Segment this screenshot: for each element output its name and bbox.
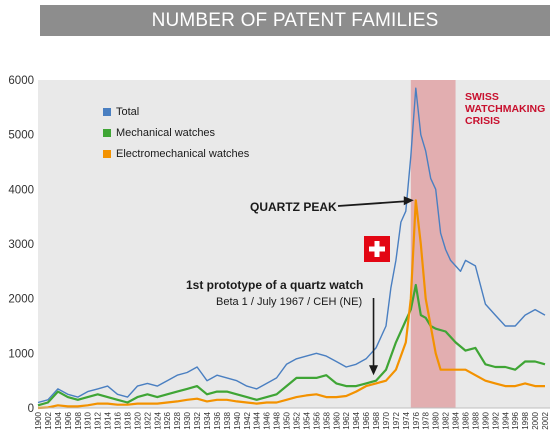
y-tick-label: 3000 [8, 239, 34, 251]
quartz-peak-arrow [337, 200, 406, 207]
x-tick-label: 1976 [412, 411, 421, 429]
swiss-crisis-region [410, 80, 456, 408]
x-tick-label: 1954 [302, 411, 311, 429]
x-tick-label: 1960 [332, 411, 341, 429]
chart-title: NUMBER OF PATENT FAMILIES [40, 5, 550, 36]
x-tick-label: 1974 [402, 411, 411, 429]
x-tick-label: 1916 [114, 411, 123, 429]
y-tick-label: 0 [28, 403, 34, 415]
y-tick-label: 6000 [8, 75, 34, 87]
swiss-flag-icon [364, 236, 390, 262]
x-tick-label: 1992 [491, 411, 500, 429]
x-tick-label: 1948 [273, 411, 282, 429]
legend-swatch [103, 150, 111, 158]
quartz-peak-arrowhead [403, 196, 414, 206]
crisis-label-line: SWISS [465, 91, 499, 103]
x-tick-label: 1988 [471, 411, 480, 429]
x-tick-label: 1930 [183, 411, 192, 429]
x-tick-label: 1968 [372, 411, 381, 429]
y-tick-label: 2000 [8, 294, 34, 306]
x-tick-label: 1964 [352, 411, 361, 429]
y-tick-label: 4000 [8, 184, 34, 196]
x-tick-label: 1924 [153, 411, 162, 429]
legend: Total Mechanical watches Electromechanical… [103, 106, 250, 160]
x-tick-label: 1926 [163, 411, 172, 429]
legend-swatch [103, 108, 111, 116]
prototype-arrowhead [369, 365, 379, 376]
y-axis-ticks: 0 1000 2000 3000 4000 5000 6000 [8, 75, 34, 415]
x-tick-label: 1902 [44, 411, 53, 429]
x-tick-label: 1918 [124, 411, 133, 429]
x-tick-label: 1982 [442, 411, 451, 429]
x-tick-label: 1942 [243, 411, 252, 429]
legend-label: Mechanical watches [116, 127, 216, 139]
crisis-label-line: CRISIS [465, 115, 500, 127]
x-tick-label: 1990 [481, 411, 490, 429]
x-tick-label: 1970 [382, 411, 391, 429]
x-tick-label: 1940 [233, 411, 242, 429]
x-tick-label: 1972 [392, 411, 401, 429]
x-tick-label: 1932 [193, 411, 202, 429]
x-tick-label: 1956 [312, 411, 321, 429]
legend-swatch [103, 129, 111, 137]
x-tick-label: 1908 [74, 411, 83, 429]
series-line-mechanical-watches [37, 283, 546, 407]
y-tick-label: 5000 [8, 130, 34, 142]
x-tick-label: 1944 [253, 411, 262, 429]
x-tick-label: 1934 [203, 411, 212, 429]
x-tick-label: 1994 [501, 411, 510, 429]
x-axis-ticks: 1900 1902 1904 1906 1908 1910 1912 1914 1916 1918… [34, 411, 550, 429]
quartz-peak-label: QUARTZ PEAK [250, 200, 337, 214]
x-tick-label: 1920 [133, 411, 142, 429]
x-tick-label: 1912 [94, 411, 103, 429]
crisis-label-line: WATCHMAKING [465, 103, 545, 115]
prototype-subtitle: Beta 1 / July 1967 / CEH (NE) [216, 296, 362, 308]
x-tick-label: 1984 [452, 411, 461, 429]
x-tick-label: 1910 [84, 411, 93, 429]
series-layer [37, 87, 546, 410]
x-tick-label: 1904 [54, 411, 63, 429]
x-tick-label: 1906 [64, 411, 73, 429]
x-tick-label: 1928 [173, 411, 182, 429]
x-tick-label: 1962 [342, 411, 351, 429]
x-tick-label: 1986 [462, 411, 471, 429]
x-tick-label: 1980 [432, 411, 441, 429]
x-tick-label: 1938 [223, 411, 232, 429]
x-tick-label: 1978 [422, 411, 431, 429]
x-tick-label: 1914 [104, 411, 113, 429]
x-tick-label: 1966 [362, 411, 371, 429]
legend-label: Total [116, 106, 139, 118]
x-tick-label: 2000 [531, 411, 540, 429]
x-tick-label: 1996 [511, 411, 520, 429]
x-tick-label: 1958 [322, 411, 331, 429]
x-tick-label: 1922 [143, 411, 152, 429]
x-tick-label: 1952 [293, 411, 302, 429]
x-tick-label: 1950 [283, 411, 292, 429]
series-line-total [37, 87, 546, 404]
y-tick-label: 1000 [8, 348, 34, 360]
legend-label: Electromechanical watches [116, 148, 250, 160]
prototype-title: 1st prototype of a quartz watch [186, 278, 363, 292]
x-tick-label: 1900 [34, 411, 43, 429]
x-tick-label: 2002 [541, 411, 550, 429]
x-tick-label: 1998 [521, 411, 530, 429]
series-line-electromechanical-watches [37, 199, 545, 410]
x-tick-label: 1946 [263, 411, 272, 429]
plot-background [38, 80, 550, 408]
x-tick-label: 1936 [213, 411, 222, 429]
